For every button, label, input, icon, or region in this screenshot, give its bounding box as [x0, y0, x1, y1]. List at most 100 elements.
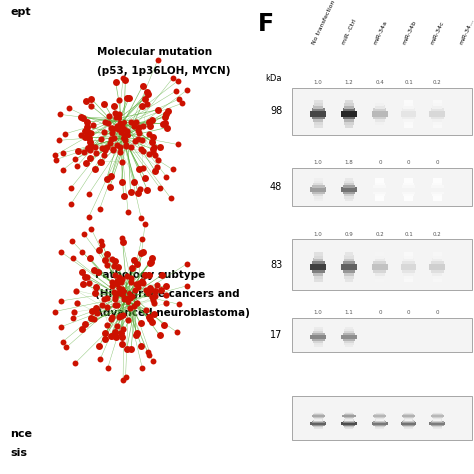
Bar — [432, 426, 442, 427]
Point — [163, 173, 170, 180]
Bar — [375, 178, 384, 181]
Point — [124, 209, 132, 216]
Point — [120, 293, 128, 301]
Point — [139, 122, 147, 130]
Text: No transfection: No transfection — [311, 0, 336, 45]
Point — [86, 146, 93, 154]
Point — [108, 283, 116, 290]
Bar — [402, 185, 415, 188]
Point — [100, 295, 108, 303]
Point — [119, 325, 127, 333]
Point — [169, 74, 176, 82]
Point — [146, 130, 153, 137]
Bar — [344, 414, 355, 415]
Point — [161, 114, 168, 121]
Point — [127, 304, 134, 312]
Bar — [433, 428, 442, 429]
Point — [148, 116, 155, 124]
Bar — [401, 267, 416, 270]
Bar — [404, 100, 413, 103]
Bar — [292, 396, 472, 440]
Bar — [431, 261, 444, 264]
Bar — [403, 273, 414, 276]
Bar — [313, 183, 323, 185]
Text: F: F — [258, 12, 274, 36]
Point — [116, 119, 124, 127]
Point — [122, 142, 130, 150]
Text: 1.0: 1.0 — [314, 231, 322, 237]
Bar — [429, 264, 445, 267]
Point — [113, 301, 120, 309]
Point — [175, 301, 182, 308]
Point — [108, 333, 116, 340]
Bar — [404, 125, 413, 128]
Bar — [345, 411, 353, 412]
Point — [132, 299, 139, 307]
Text: sis: sis — [10, 448, 27, 458]
Bar — [405, 411, 412, 412]
Bar — [401, 422, 416, 424]
Bar — [404, 427, 413, 428]
Point — [104, 261, 111, 268]
Bar — [344, 426, 354, 427]
Bar — [375, 100, 384, 103]
Point — [183, 282, 191, 290]
Point — [88, 307, 96, 314]
Bar — [314, 125, 322, 128]
Bar — [375, 258, 385, 262]
Point — [183, 260, 191, 267]
Text: 0: 0 — [407, 160, 410, 165]
Bar — [404, 418, 413, 419]
Point — [71, 359, 79, 367]
Point — [85, 213, 93, 220]
Bar — [432, 194, 442, 196]
Point — [119, 74, 127, 82]
Point — [83, 123, 91, 131]
Bar — [314, 427, 323, 428]
Bar — [429, 422, 445, 424]
Point — [125, 294, 132, 302]
Bar — [375, 252, 384, 255]
Bar — [343, 116, 356, 119]
Point — [146, 286, 154, 294]
Point — [85, 279, 92, 287]
Bar — [314, 411, 322, 412]
Point — [98, 135, 105, 143]
Bar — [433, 198, 442, 201]
Point — [84, 144, 91, 152]
Point — [118, 333, 126, 341]
Bar — [433, 427, 442, 428]
Point — [156, 184, 164, 192]
Point — [109, 129, 116, 137]
Point — [86, 255, 94, 262]
Point — [108, 172, 115, 180]
Bar — [375, 279, 384, 282]
Point — [148, 138, 156, 146]
Bar — [433, 122, 442, 125]
Point — [157, 286, 164, 294]
Bar — [401, 187, 416, 190]
Bar — [314, 102, 323, 106]
Point — [172, 87, 180, 95]
Bar — [292, 239, 472, 290]
Point — [143, 89, 150, 96]
Point — [121, 137, 129, 144]
Point — [138, 102, 146, 109]
Text: miR -Ctrl: miR -Ctrl — [342, 18, 358, 45]
Bar — [343, 425, 356, 426]
Point — [80, 281, 87, 288]
Bar — [403, 417, 414, 418]
Point — [145, 118, 153, 126]
Bar — [313, 426, 323, 427]
Point — [96, 158, 104, 165]
Point — [146, 313, 153, 321]
Bar — [432, 414, 443, 415]
Bar — [345, 196, 354, 199]
Point — [163, 291, 170, 299]
Bar — [375, 418, 384, 419]
Point — [114, 264, 122, 271]
Text: 1.0: 1.0 — [314, 80, 322, 85]
Point — [149, 134, 156, 141]
Bar — [402, 261, 415, 264]
Point — [117, 312, 124, 319]
